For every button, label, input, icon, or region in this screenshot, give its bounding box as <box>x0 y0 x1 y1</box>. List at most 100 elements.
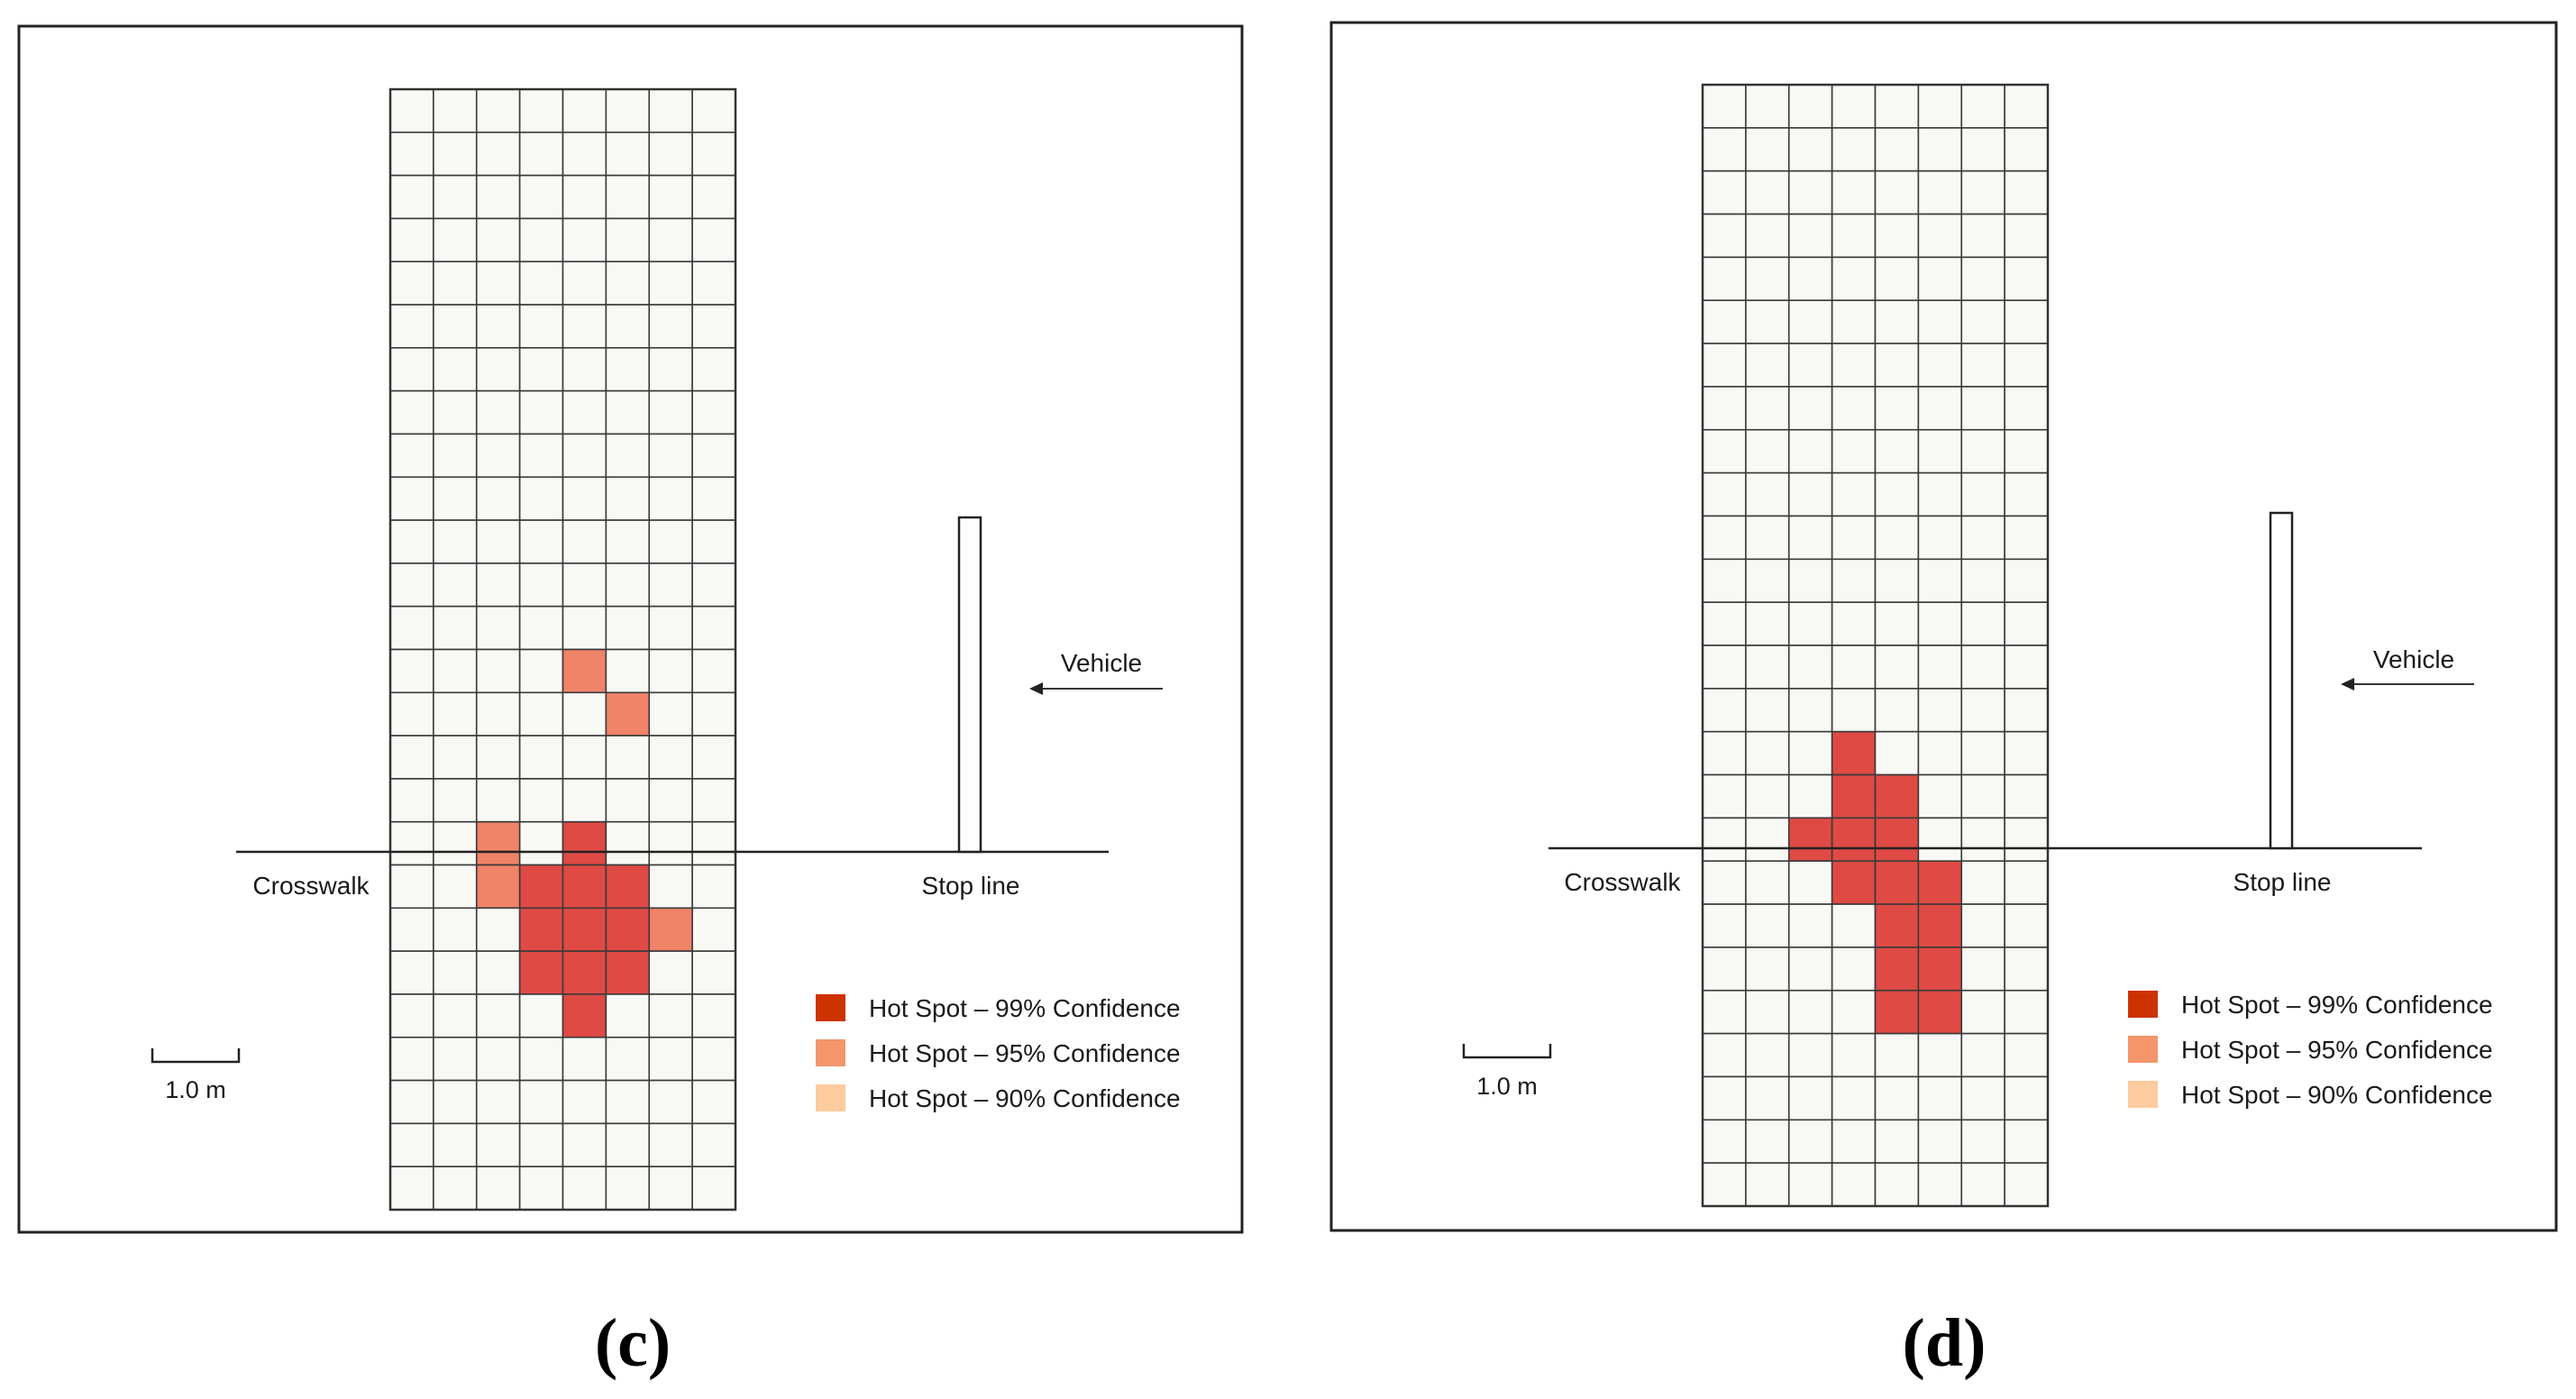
grid-cell <box>1745 558 1790 603</box>
grid-cell <box>648 304 693 349</box>
grid-cell <box>2004 213 2049 259</box>
grid-cell <box>1702 428 1747 474</box>
grid-cell <box>433 88 478 133</box>
grid-cell <box>518 1036 564 1082</box>
grid-cell <box>605 347 651 392</box>
grid-cell <box>2004 471 2049 517</box>
grid-cell <box>433 562 478 608</box>
grid-cell <box>1702 773 1747 819</box>
vehicle-label: Vehicle <box>1061 649 1142 677</box>
grid-cell <box>1831 386 1877 431</box>
grid-cell <box>475 605 521 651</box>
grid-cell <box>518 433 564 479</box>
grid-cell <box>1874 343 1920 388</box>
grid-cell <box>1874 688 1920 733</box>
grid-cell <box>1874 1032 1920 1078</box>
grid-cell <box>648 1036 693 1082</box>
grid-cell <box>605 648 651 694</box>
grid-cell <box>433 993 478 1038</box>
grid-cell <box>1787 343 1833 388</box>
grid-cell <box>433 778 478 823</box>
grid-cell <box>1702 817 1747 863</box>
grid-cell <box>1745 1162 1790 1207</box>
grid-cell <box>1917 730 1963 776</box>
grid-cell <box>648 1166 693 1211</box>
grid-cell <box>1702 645 1747 690</box>
hotspot-cell-99 <box>562 820 607 866</box>
grid-cell <box>389 519 434 564</box>
grid-cell <box>433 605 478 651</box>
grid-cell <box>2004 989 2049 1035</box>
grid-cell <box>389 562 434 608</box>
legend-swatch-99 <box>816 994 845 1021</box>
grid-cell <box>1787 558 1833 603</box>
hotspot-cell-99 <box>518 950 564 995</box>
grid-cell <box>562 605 607 651</box>
grid-cell <box>1960 428 2005 474</box>
grid-cell <box>691 735 736 780</box>
grid-cell <box>2004 169 2049 215</box>
grid-cell <box>1787 299 1833 344</box>
grid-cell <box>475 907 521 952</box>
grid-cell <box>475 1166 521 1211</box>
grid-cell <box>1787 601 1833 646</box>
grid-cell <box>1960 343 2005 388</box>
grid-cell <box>1745 989 1790 1035</box>
grid-cell <box>433 691 478 736</box>
grid-cell <box>389 605 434 651</box>
grid-cell <box>1702 558 1747 603</box>
hotspot-cell-99 <box>1874 860 1920 905</box>
grid-cell <box>1702 343 1747 388</box>
grid-cell <box>475 562 521 608</box>
grid-cell <box>475 174 521 220</box>
legend-label-90: Hot Spot – 90% Confidence <box>2181 1081 2493 1109</box>
grid-cell <box>648 519 693 564</box>
grid-cell <box>389 433 434 479</box>
grid-cell <box>605 88 651 133</box>
grid-cell <box>475 1036 521 1082</box>
grid-cell <box>691 476 736 521</box>
grid-cell <box>1745 84 1790 129</box>
hotspot-cell-99 <box>1874 817 1920 863</box>
grid-cell <box>518 778 564 823</box>
grid-cell <box>1831 946 1877 992</box>
grid-cell <box>433 433 478 479</box>
grid-cell <box>518 519 564 564</box>
grid-cell <box>1745 817 1790 863</box>
grid-cell <box>1960 1162 2005 1207</box>
panel-caption: (d) <box>1903 1305 1987 1381</box>
stop-line-label: Stop line <box>2233 868 2332 896</box>
grid-cell <box>2004 773 2049 819</box>
grid-cell <box>1874 213 1920 259</box>
grid-cell <box>1874 127 1920 172</box>
grid-cell <box>1787 1119 1833 1164</box>
grid-cell <box>2004 428 2049 474</box>
crosswalk-label: Crosswalk <box>1564 868 1681 896</box>
grid-cell <box>1702 1119 1747 1164</box>
grid-cell <box>691 562 736 608</box>
grid-cell <box>1787 1075 1833 1121</box>
grid-cell <box>562 389 607 435</box>
grid-cell <box>2004 343 2049 388</box>
hotspot-cell-99 <box>518 907 564 952</box>
grid-cell <box>605 261 651 306</box>
grid-cell <box>1831 428 1877 474</box>
grid-cell <box>605 389 651 435</box>
grid-cell <box>605 304 651 349</box>
grid-cell <box>648 993 693 1038</box>
stop-line-label: Stop line <box>922 872 1020 900</box>
grid-cell <box>691 691 736 736</box>
grid-cell <box>2004 515 2049 561</box>
grid-cell <box>648 562 693 608</box>
hotspot-cell-99 <box>1874 903 1920 948</box>
grid-cell <box>691 1036 736 1082</box>
grid-cell <box>389 347 434 392</box>
grid-cell <box>475 1079 521 1125</box>
grid-cell <box>433 304 478 349</box>
grid-cell <box>389 217 434 263</box>
hotspot-cell-95 <box>648 907 693 952</box>
grid-cell <box>433 907 478 952</box>
grid-cell <box>475 778 521 823</box>
grid-cell <box>2004 386 2049 431</box>
hotspot-cell-99 <box>1917 989 1963 1035</box>
